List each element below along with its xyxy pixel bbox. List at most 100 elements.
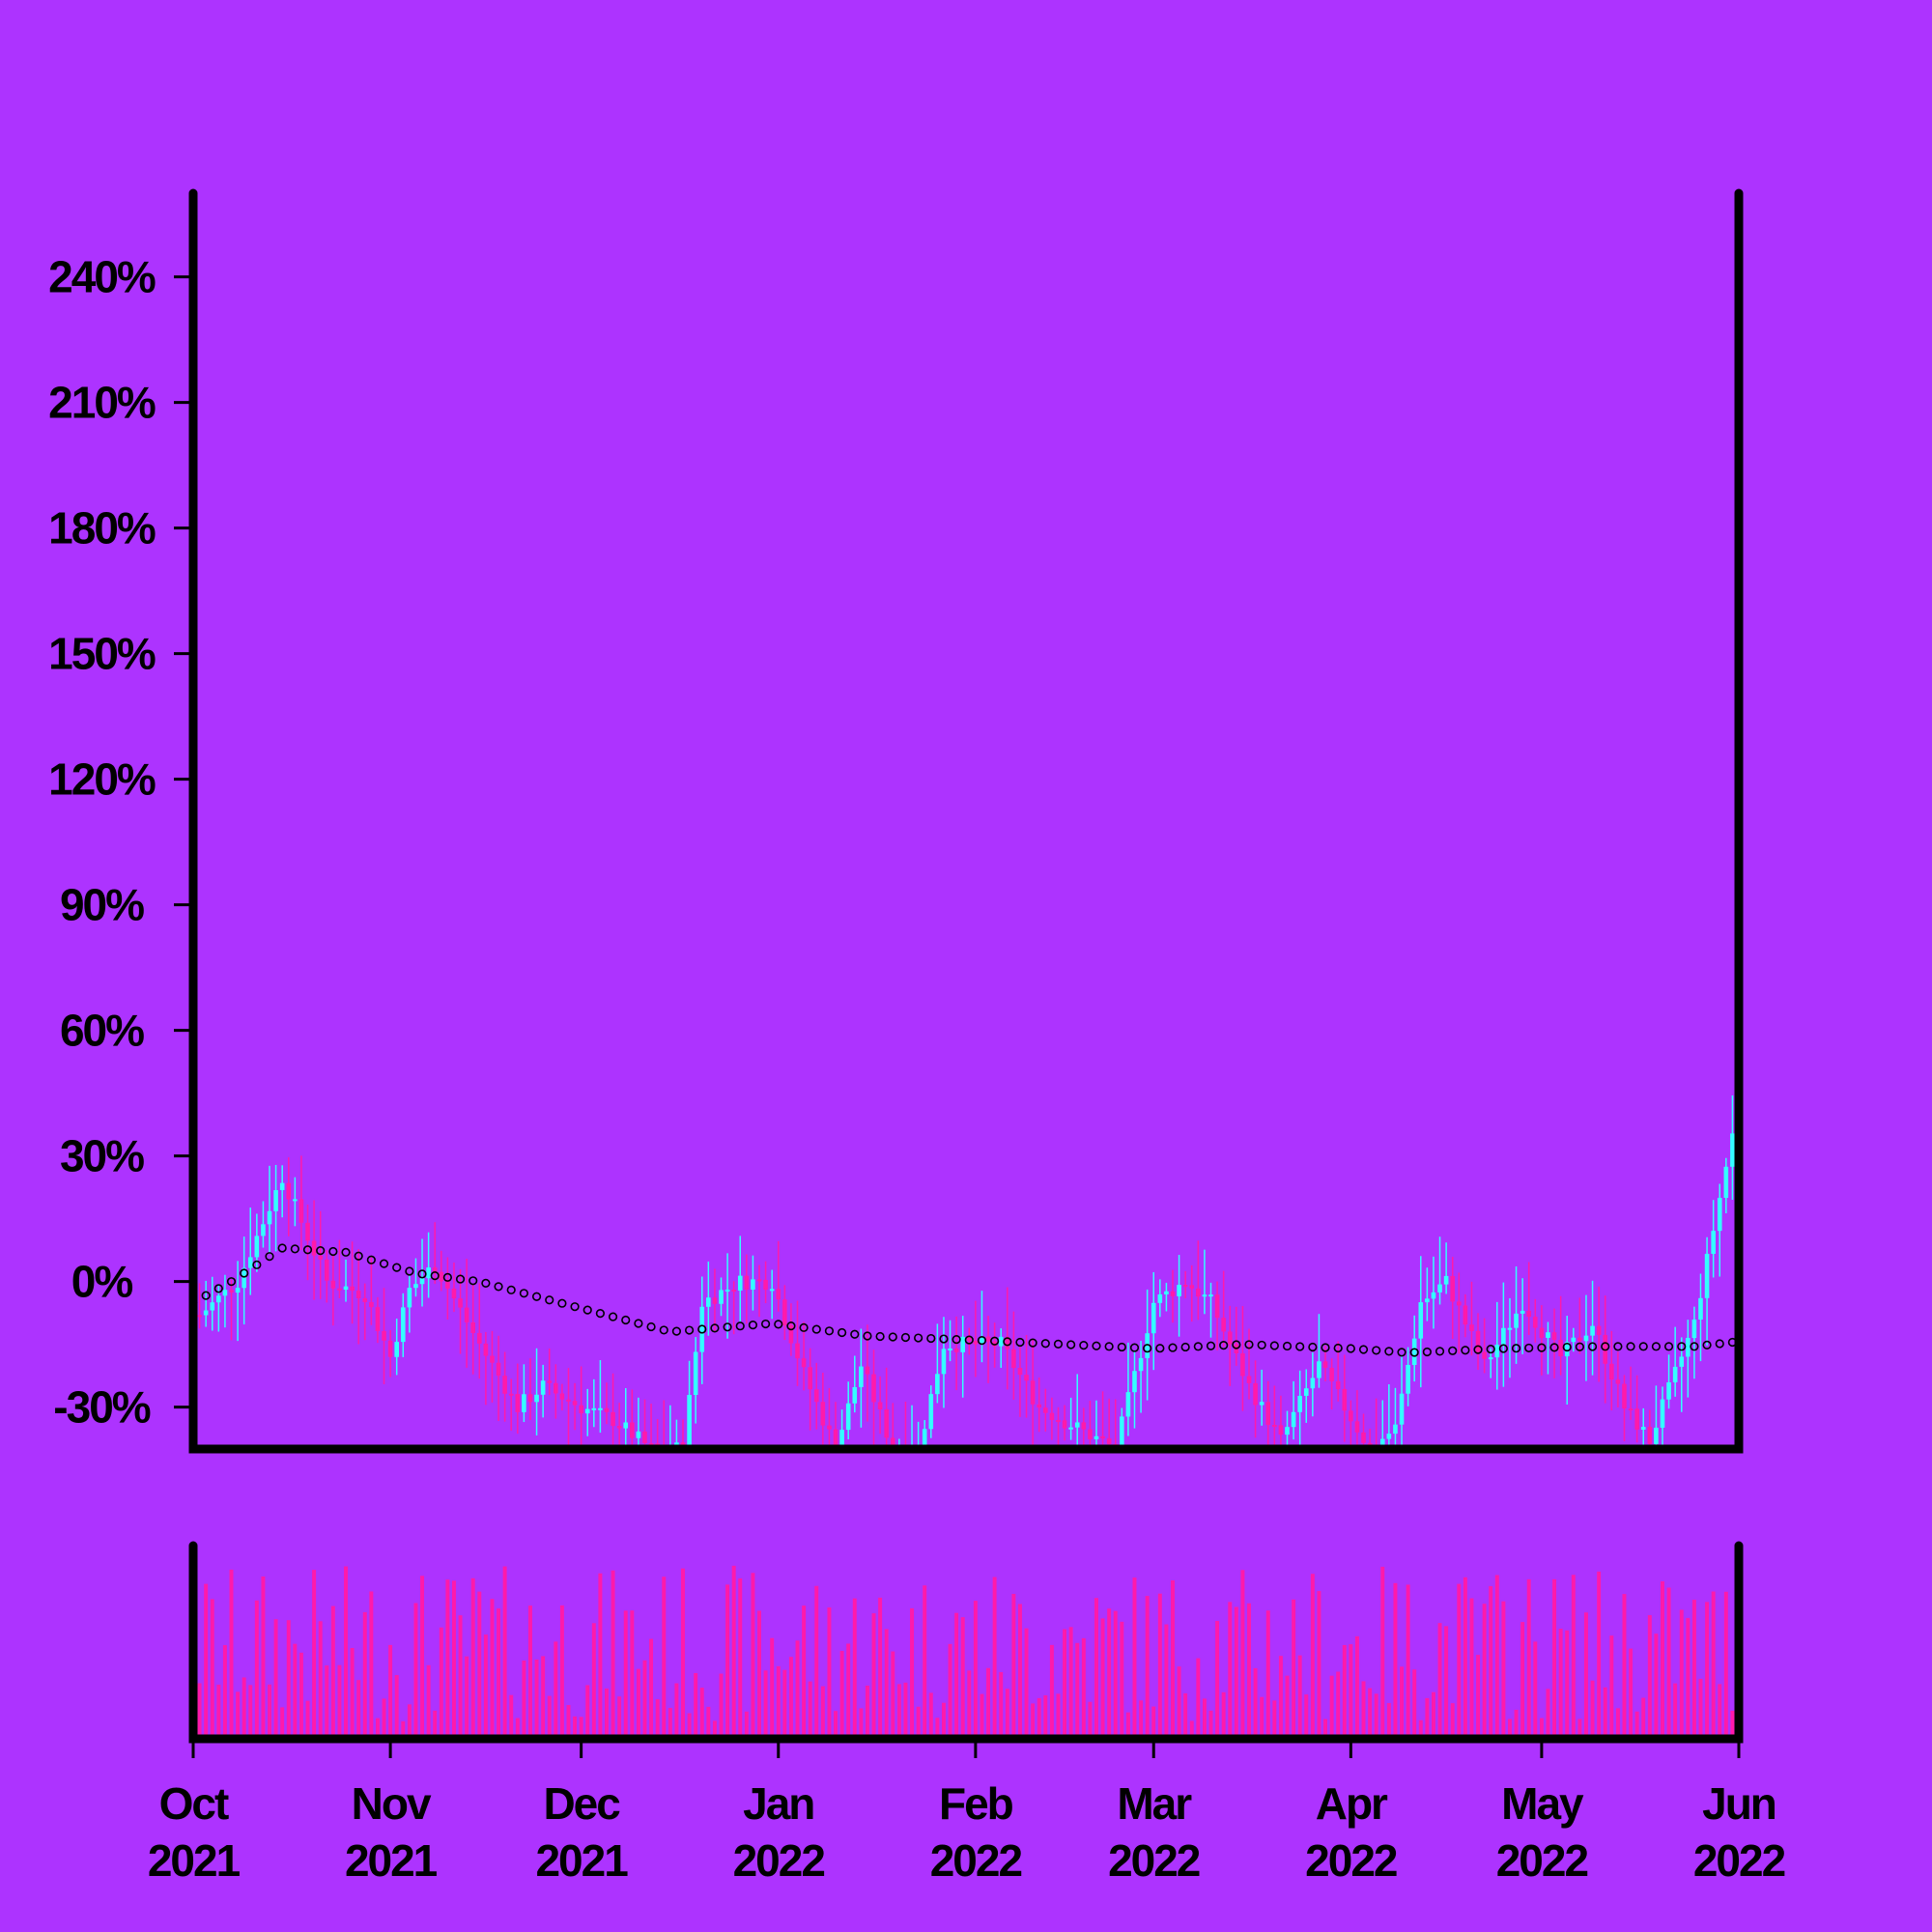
- volume-bar: [470, 1577, 475, 1739]
- candle: [1278, 1395, 1284, 1449]
- volume-bar: [1177, 1666, 1181, 1739]
- volume-bar: [445, 1579, 450, 1739]
- moving-average-point: [1651, 1342, 1662, 1351]
- volume-bar: [1234, 1606, 1238, 1739]
- volume-bar: [1711, 1591, 1716, 1739]
- volume-bar: [1501, 1601, 1506, 1739]
- volume-bar: [814, 1585, 819, 1739]
- x-axis: Oct 2021 Nov 2021 Dec 2021 Jan 2022 Feb 2022 Mar 20…: [148, 1739, 1787, 1886]
- moving-average-point: [531, 1292, 542, 1301]
- candle: [985, 1316, 991, 1383]
- volume-bar: [1526, 1578, 1531, 1739]
- moving-average-point: [1003, 1337, 1012, 1347]
- y-tick-label: 60%: [60, 1006, 144, 1056]
- candle: [808, 1348, 812, 1431]
- candle: [394, 1319, 400, 1376]
- volume-bar: [1718, 1684, 1722, 1739]
- candle: [242, 1236, 246, 1325]
- candle: [1214, 1281, 1220, 1350]
- volume-bar: [1056, 1693, 1061, 1739]
- candle: [476, 1283, 482, 1379]
- volume-bar: [1272, 1700, 1277, 1739]
- volume-bar: [451, 1580, 456, 1739]
- candle: [1291, 1380, 1296, 1440]
- moving-average-point: [1537, 1343, 1547, 1352]
- volume-bar: [795, 1640, 800, 1739]
- candle: [699, 1276, 705, 1384]
- volume-bar: [1031, 1703, 1036, 1739]
- candle: [1068, 1397, 1073, 1440]
- candle: [1634, 1375, 1639, 1443]
- volume-bar: [477, 1591, 482, 1739]
- volume-bar: [1164, 1624, 1169, 1739]
- y-tick-label: 210%: [48, 378, 156, 428]
- candle: [1374, 1398, 1378, 1449]
- volume-bar: [1679, 1609, 1684, 1739]
- volume-bar: [763, 1670, 768, 1739]
- candle: [865, 1324, 870, 1422]
- volume-bar: [1425, 1697, 1430, 1739]
- volume-bar: [770, 1637, 775, 1739]
- volume-bar: [268, 1684, 271, 1739]
- candle: [776, 1240, 781, 1312]
- candle: [355, 1249, 361, 1345]
- y-tick-label: 150%: [48, 629, 156, 679]
- candle: [1379, 1400, 1385, 1449]
- candle: [1100, 1391, 1105, 1449]
- candle: [1475, 1313, 1481, 1371]
- volume-bar: [433, 1710, 438, 1739]
- moving-average-point: [1702, 1340, 1712, 1350]
- candle: [1170, 1269, 1176, 1323]
- moving-average-point: [1232, 1340, 1241, 1350]
- candle: [1361, 1413, 1366, 1449]
- candle: [719, 1277, 724, 1317]
- candle: [229, 1279, 234, 1341]
- volume-bar: [1418, 1719, 1423, 1739]
- moving-average-point: [977, 1336, 987, 1346]
- moving-average-point: [786, 1321, 796, 1331]
- volume-bar: [420, 1576, 425, 1739]
- candle: [1189, 1264, 1195, 1322]
- volume-bar: [687, 1713, 692, 1739]
- moving-average-point: [1129, 1343, 1140, 1352]
- volume-bar: [605, 1688, 609, 1739]
- candle: [966, 1327, 972, 1355]
- volume-bar: [534, 1659, 539, 1739]
- candle: [1151, 1271, 1156, 1371]
- candle: [1253, 1360, 1258, 1438]
- moving-average-point: [608, 1312, 618, 1321]
- moving-average-point: [914, 1333, 923, 1343]
- volume-bar: [757, 1610, 761, 1739]
- volume-bar: [1361, 1681, 1366, 1739]
- candle: [1501, 1282, 1506, 1387]
- moving-average-point: [1715, 1339, 1724, 1349]
- volume-bar: [280, 1707, 285, 1739]
- volume-bar: [502, 1566, 507, 1739]
- candle: [1132, 1350, 1137, 1429]
- volume-bar: [1533, 1641, 1538, 1739]
- volume-bar: [1049, 1644, 1054, 1739]
- candle: [820, 1373, 826, 1449]
- candle: [419, 1238, 425, 1307]
- moving-average-point: [735, 1321, 745, 1331]
- volume-bar: [1723, 1591, 1728, 1739]
- moving-average-point: [875, 1331, 885, 1342]
- volume-bar: [497, 1608, 501, 1739]
- volume-bar: [649, 1638, 654, 1739]
- volume-bar: [1088, 1701, 1093, 1739]
- volume-bar: [846, 1643, 851, 1739]
- candle: [1113, 1399, 1119, 1449]
- volume-bar: [1151, 1706, 1156, 1739]
- moving-average-point: [366, 1255, 376, 1264]
- candle: [877, 1376, 883, 1435]
- volume-bar: [611, 1570, 615, 1739]
- moving-average-point: [1677, 1342, 1687, 1351]
- volume-bar: [1514, 1709, 1519, 1739]
- volume-bar: [547, 1695, 552, 1739]
- moving-average-point: [1690, 1342, 1699, 1351]
- candle: [298, 1155, 304, 1251]
- y-axis: -30% 0% 30% 60% 90% 120% 150% 180% 210% 240%: [48, 252, 193, 1433]
- volume-bar: [1622, 1594, 1627, 1739]
- moving-average-point: [1168, 1343, 1178, 1352]
